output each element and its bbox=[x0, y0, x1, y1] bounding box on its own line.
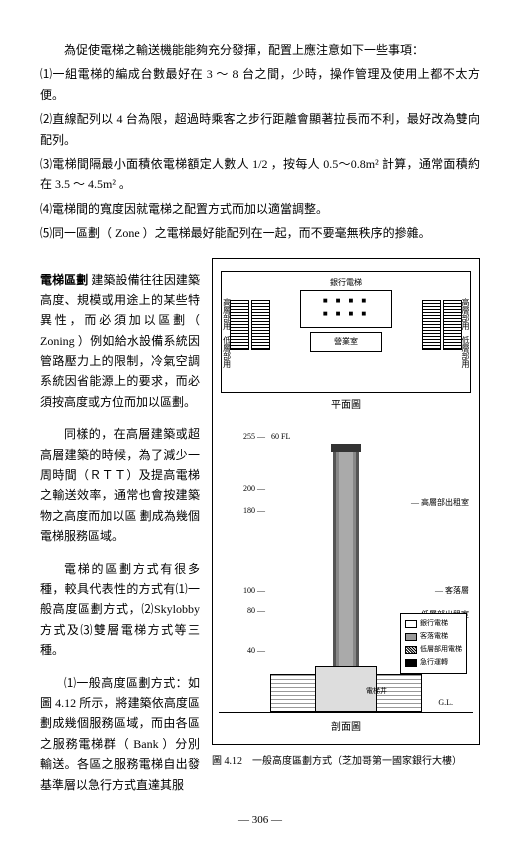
dim-label: 255 — bbox=[225, 430, 265, 444]
fl-label: 60 FL bbox=[271, 430, 290, 444]
leg-0: 銀行電梯 bbox=[420, 618, 448, 630]
figure-caption: 圖 4.12 一般高度區劃方式（芝加哥第一國家銀行大樓） bbox=[212, 753, 480, 770]
annotation: — 客落層 bbox=[435, 584, 469, 598]
para-4: ⑴一般高度區劃方式：如圖 4.12 所示，將建築依高度區劃成幾個服務區域，而由各… bbox=[40, 673, 200, 795]
leg-2: 低層部用電梯 bbox=[420, 644, 462, 656]
para-3: 電梯的區劃方式有很多種，較具代表性的方式有⑴一般高度區劃方式，⑵Skylobby… bbox=[40, 559, 200, 661]
zoning-body: 建築設備往往因建築高度、規模或用途上的某些特異性，而必須加以區劃（ Zoning… bbox=[40, 273, 200, 409]
para-2: 同樣的，在高層建築或超高層建築的時候，為了減少一周時間（ＲＴＴ）及提高電梯之輸送… bbox=[40, 424, 200, 546]
annotation: — 高層部出租室 bbox=[411, 496, 469, 510]
item-5: ⑸同一區劃（ Zone ）之電梯最好能配列在一起，而不要毫無秩序的摻雜。 bbox=[40, 223, 480, 243]
leg-3: 急行運轉 bbox=[420, 657, 448, 669]
item-2: ⑵直線配列以 4 台為限，超過時乘客之步行距離會顯著拉長而不利，最好改為雙向配列… bbox=[40, 109, 480, 150]
legend: 銀行電梯 客落電梯 低層部用電梯 急行運轉 bbox=[400, 613, 467, 674]
tower-cap bbox=[331, 444, 361, 452]
plan-top-label: 銀行電梯 bbox=[330, 276, 362, 290]
zoning-title: 電梯區劃 bbox=[40, 273, 88, 287]
plan-view: 銀行電梯 ■ ■ ■ ■■ ■ ■ ■ 營業室 高層部用 低層部用 高層部用 低… bbox=[221, 271, 471, 393]
plan-right1: 高層部用 bbox=[458, 298, 472, 330]
elev-caption: 剖面圖 bbox=[219, 719, 473, 736]
page-number: — 306 — bbox=[40, 811, 480, 830]
item-1: ⑴一組電梯的編成台數最好在 3 ～ 8 台之間，少時，操作管理及使用上都不太方便… bbox=[40, 64, 480, 105]
plan-left2: 低層部用 bbox=[220, 336, 234, 368]
plan-wing-left bbox=[230, 300, 270, 350]
plan-caption: 平面圖 bbox=[219, 397, 473, 414]
elevation-view: 60 FL 255 — 200 — 180 — 100 — 80 — 40 — … bbox=[219, 422, 473, 713]
dim-label: 100 — bbox=[225, 584, 265, 598]
zoning-para: 電梯區劃 建築設備往往因建築高度、規模或用途上的某些特異性，而必須加以區劃（ Z… bbox=[40, 270, 200, 413]
shaft-label: 電梯井 bbox=[366, 686, 387, 698]
plan-wing-right bbox=[422, 300, 462, 350]
figure-box: 銀行電梯 ■ ■ ■ ■■ ■ ■ ■ 營業室 高層部用 低層部用 高層部用 低… bbox=[212, 258, 480, 745]
plan-right2: 低層部用 bbox=[458, 336, 472, 368]
item-3: ⑶電梯間隔最小面積依電梯額定人數人 1/2 ，按每人 0.5～0.8m² 計算，… bbox=[40, 154, 480, 195]
dim-label: 40 — bbox=[225, 644, 265, 658]
leg-1: 客落電梯 bbox=[420, 631, 448, 643]
dim-label: 80 — bbox=[225, 604, 265, 618]
dim-label: 180 — bbox=[225, 504, 265, 518]
item-4: ⑷電梯間的寬度因就電梯之配置方式而加以適當調整。 bbox=[40, 199, 480, 219]
dim-label: 200 — bbox=[225, 482, 265, 496]
plan-left1: 高層部用 bbox=[220, 298, 234, 330]
intro-text: 為促使電梯之輸送機能能夠充分發揮，配置上應注意如下一些事項： bbox=[40, 40, 480, 60]
plan-dots: ■ ■ ■ ■■ ■ ■ ■ bbox=[323, 294, 369, 321]
plan-room: 營業室 bbox=[310, 332, 382, 352]
